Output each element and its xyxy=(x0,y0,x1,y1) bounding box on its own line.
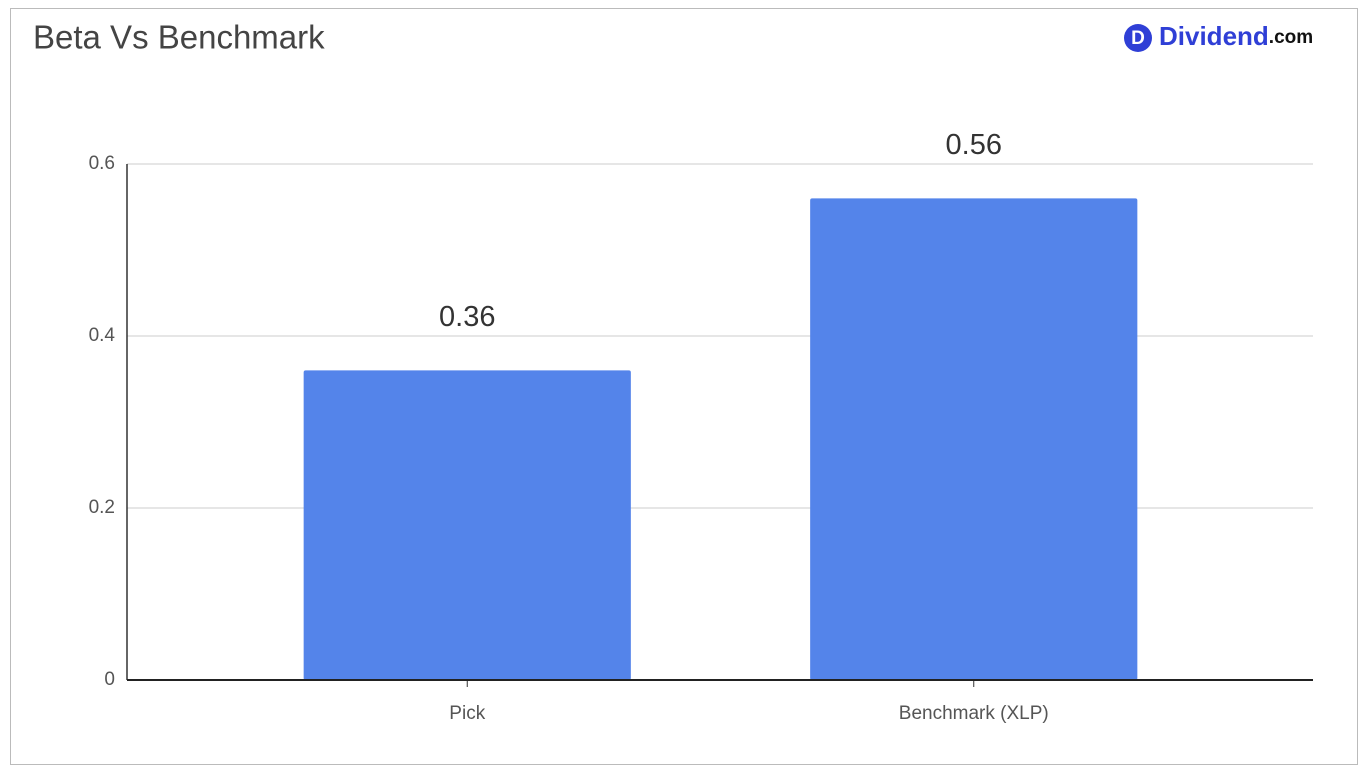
chart-title: Beta Vs Benchmark xyxy=(33,19,325,56)
bar xyxy=(303,370,631,680)
logo-circle xyxy=(1124,24,1152,52)
value-label: 0.36 xyxy=(439,301,495,333)
y-tick-label: 0.6 xyxy=(89,153,115,174)
y-tick-label: 0.2 xyxy=(89,497,115,518)
x-tick-label: Benchmark (XLP) xyxy=(899,703,1049,724)
logo-suffix: .com xyxy=(1269,27,1313,48)
logo-name-text: Dividend xyxy=(1159,21,1269,51)
x-tick-label: Pick xyxy=(449,703,485,724)
value-label: 0.56 xyxy=(946,129,1002,161)
logo-name: Dividend.com xyxy=(1159,21,1313,51)
chart-frame xyxy=(10,8,1358,765)
y-tick-label: 0.4 xyxy=(89,325,116,346)
bar xyxy=(810,198,1138,680)
logo-icon: D xyxy=(1131,28,1145,49)
y-tick-label: 0 xyxy=(104,669,115,690)
